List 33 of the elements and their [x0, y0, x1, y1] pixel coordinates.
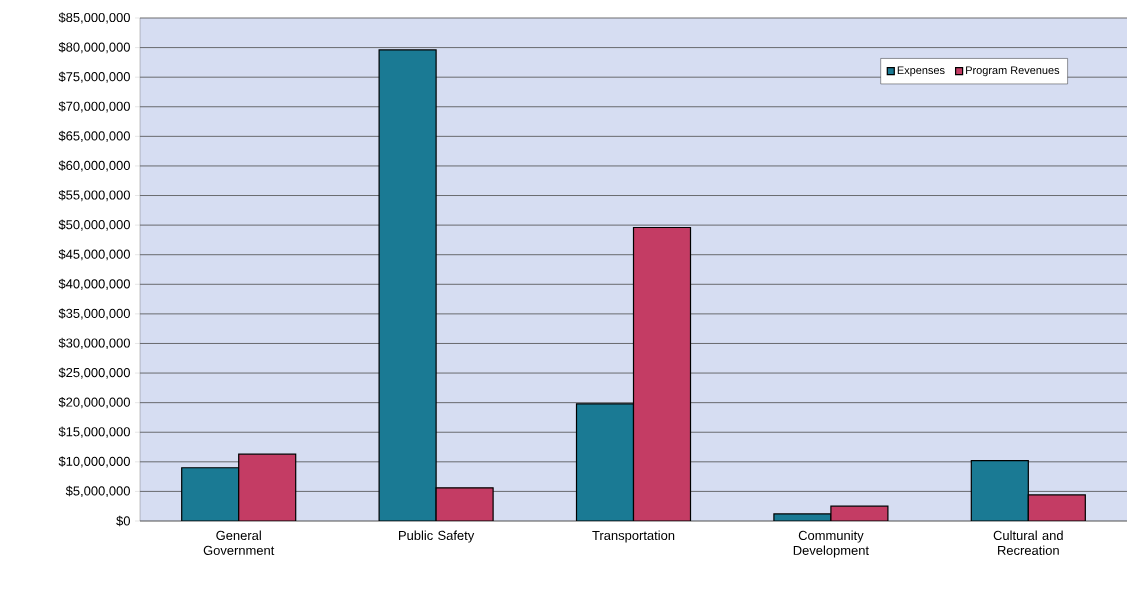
legend-label: Expenses: [897, 66, 945, 77]
y-tick-label: $85,000,000: [58, 12, 130, 24]
y-tick-label: $45,000,000: [58, 249, 130, 261]
y-tick-label: $70,000,000: [58, 101, 130, 113]
bar: [575, 403, 635, 521]
y-tick-label: $80,000,000: [58, 41, 130, 54]
bar: [970, 460, 1029, 521]
x-tick-label: Cultural and Recreation: [993, 530, 1063, 555]
bar: [435, 487, 494, 521]
y-tick-label: $20,000,000: [58, 397, 130, 409]
y-tick-label: $30,000,000: [58, 337, 130, 350]
y-tick-label: $50,000,000: [58, 219, 130, 231]
x-tick-label: Transportation: [592, 530, 675, 543]
y-tick-label: $15,000,000: [58, 426, 130, 438]
legend-label: Program Revenues: [966, 66, 1060, 77]
y-tick-label: $5,000,000: [65, 485, 130, 498]
bar: [632, 226, 692, 521]
y-tick-label: $0: [116, 515, 130, 527]
bar: [378, 49, 437, 521]
x-tick-label: Community Development: [793, 530, 869, 558]
y-tick-label: $75,000,000: [58, 71, 130, 83]
y-tick-label: $10,000,000: [58, 456, 130, 468]
y-tick-label: $35,000,000: [58, 308, 130, 320]
y-tick-label: $65,000,000: [58, 130, 130, 142]
bar: [181, 467, 240, 521]
y-tick-label: $40,000,000: [58, 278, 130, 290]
bar: [238, 453, 297, 521]
bar: [1027, 494, 1086, 521]
x-tick-label: General Government: [203, 530, 275, 555]
y-tick-label: $55,000,000: [58, 189, 130, 202]
x-tick-label: Public Safety: [399, 530, 475, 543]
y-tick-label: $25,000,000: [58, 367, 130, 379]
y-tick-label: $60,000,000: [58, 160, 130, 172]
